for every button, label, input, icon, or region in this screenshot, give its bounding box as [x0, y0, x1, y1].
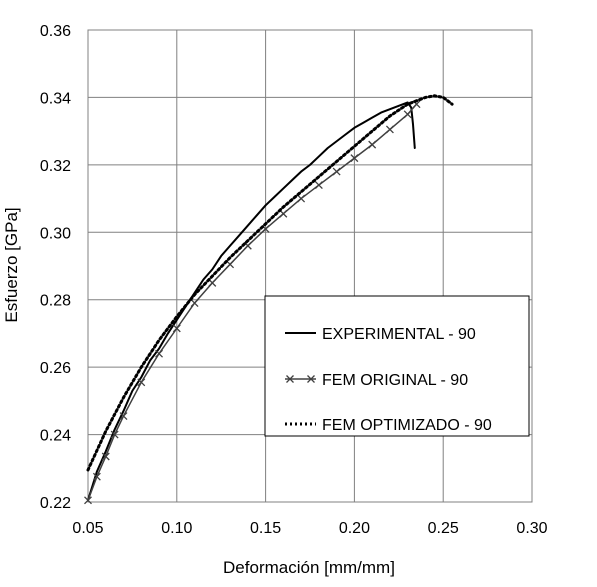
x-marker	[137, 378, 146, 387]
x-marker	[332, 167, 341, 176]
x-tick-label: 0.20	[339, 520, 370, 537]
y-tick-label: 0.36	[40, 23, 71, 40]
x-marker	[92, 472, 101, 481]
x-tick-label: 0.25	[428, 520, 459, 537]
x-tick-label: 0.30	[516, 520, 547, 537]
x-marker	[119, 412, 128, 420]
x-axis-title: Deformación [mm/mm]	[223, 558, 395, 577]
series-line	[87, 103, 418, 502]
x-tick-label: 0.15	[250, 520, 281, 537]
plot-area-border	[87, 29, 533, 503]
legend: EXPERIMENTAL - 90 FEM ORIGINAL - 90 FEM OP…	[264, 295, 530, 437]
series-solid	[87, 101, 416, 502]
series-dotted	[86, 94, 454, 472]
y-tick-label: 0.22	[40, 495, 71, 512]
series-line-marker-x	[84, 100, 421, 505]
x-marker	[190, 299, 199, 308]
legend-item: FEM OPTIMIZADO - 90	[285, 417, 492, 434]
x-marker	[403, 110, 412, 119]
x-marker	[172, 324, 181, 333]
y-tick-label: 0.32	[40, 158, 71, 175]
x-marker	[350, 154, 359, 163]
x-tick-label: 0.05	[72, 520, 103, 537]
y-tick-label: 0.26	[40, 360, 71, 377]
legend-box	[264, 295, 530, 437]
y-tick-label: 0.34	[40, 90, 71, 107]
series-line	[87, 101, 416, 502]
x-axis-tick-labels: 0.05 0.10 0.15 0.20 0.25 0.30	[72, 520, 547, 537]
y-axis-title: Esfuerzo [GPa]	[2, 207, 21, 322]
x-marker	[314, 181, 323, 190]
x-marker	[307, 375, 315, 383]
series-layer	[84, 94, 454, 505]
series-line	[86, 94, 454, 472]
x-marker	[385, 125, 394, 134]
y-tick-label: 0.24	[40, 428, 71, 445]
x-marker	[101, 452, 110, 461]
legend-label: FEM ORIGINAL - 90	[322, 372, 468, 389]
x-marker	[297, 194, 306, 203]
y-tick-label: 0.28	[40, 293, 71, 310]
legend-item: FEM ORIGINAL - 90	[285, 372, 468, 389]
x-marker	[110, 430, 119, 439]
x-marker	[155, 349, 163, 358]
y-axis-tick-labels: 0.22 0.24 0.26 0.28 0.30 0.32 0.34 0.36	[40, 23, 71, 512]
x-marker	[279, 209, 288, 218]
legend-label: EXPERIMENTAL - 90	[322, 326, 476, 343]
x-marker	[368, 140, 377, 149]
legend-label: FEM OPTIMIZADO - 90	[322, 417, 492, 434]
x-marker	[84, 496, 92, 505]
y-tick-label: 0.30	[40, 225, 71, 242]
x-tick-label: 0.10	[161, 520, 192, 537]
x-marker	[286, 375, 294, 383]
legend-item: EXPERIMENTAL - 90	[285, 326, 476, 343]
